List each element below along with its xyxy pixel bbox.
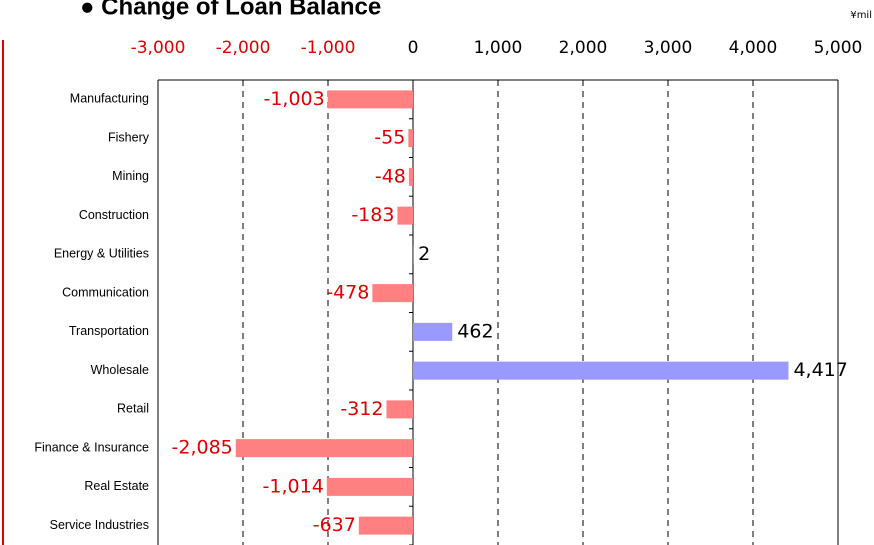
value-label: -183 (351, 204, 394, 226)
bar (413, 361, 789, 380)
category-label: Retail (117, 402, 149, 416)
x-tick-label: 0 (408, 38, 419, 58)
x-tick-label: -3,000 (131, 38, 186, 58)
x-tick-label: -2,000 (216, 38, 271, 58)
value-label: -637 (313, 514, 356, 536)
chart-title: ● Change of Loan Balance (80, 0, 381, 20)
bar (408, 129, 413, 148)
bar (397, 206, 413, 225)
value-label: -1,014 (263, 475, 324, 497)
value-label: -478 (326, 282, 369, 304)
category-label: Communication (62, 285, 149, 299)
bar (408, 167, 413, 186)
x-tick-label: 1,000 (474, 38, 523, 58)
value-label: 4,417 (793, 359, 847, 381)
category-label: Fishery (108, 130, 150, 144)
category-label: Construction (79, 208, 149, 222)
bar (386, 400, 413, 419)
category-label: Real Estate (84, 479, 149, 493)
x-tick-label: 3,000 (644, 38, 693, 58)
x-tick-label: 4,000 (729, 38, 778, 58)
bar (235, 439, 413, 458)
category-label: Mining (112, 169, 149, 183)
unit-label: ¥mil (850, 10, 872, 21)
bar (358, 516, 413, 535)
x-tick-label: 5,000 (814, 38, 863, 58)
bar (413, 322, 453, 341)
category-label: Transportation (69, 324, 149, 338)
bar (327, 90, 413, 109)
value-label: 2 (418, 243, 430, 265)
x-tick-label: 2,000 (559, 38, 608, 58)
category-label: Finance & Insurance (34, 440, 149, 454)
category-label: Wholesale (91, 363, 149, 377)
value-label: -55 (374, 127, 405, 149)
bar (372, 284, 413, 303)
x-tick-label: -1,000 (301, 38, 356, 58)
category-label: Service Industries (50, 518, 149, 532)
value-label: -312 (340, 398, 383, 420)
category-label: Manufacturing (70, 92, 149, 106)
value-label: -2,085 (172, 437, 233, 459)
value-label: 462 (457, 320, 493, 342)
category-label: Energy & Utilities (54, 247, 149, 261)
value-label: -1,003 (263, 88, 324, 110)
bar (326, 477, 413, 496)
value-label: -48 (375, 165, 406, 187)
